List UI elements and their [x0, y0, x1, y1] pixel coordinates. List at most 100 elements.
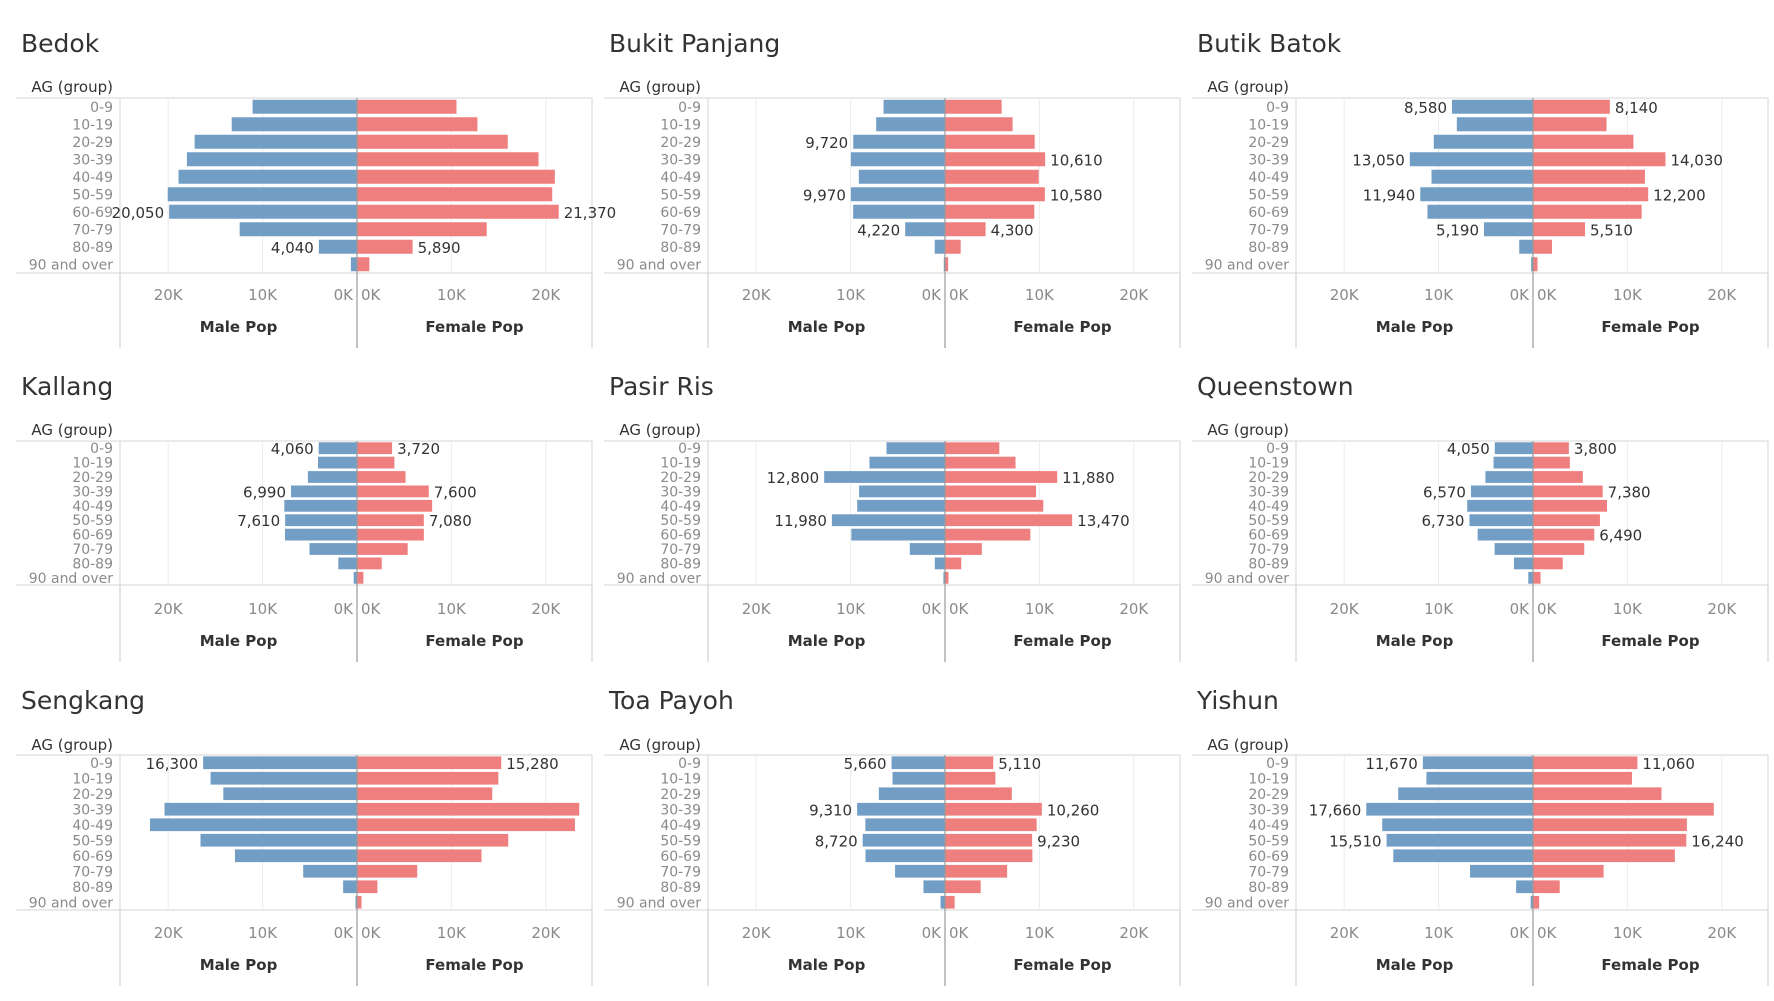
male-bar	[1393, 849, 1533, 863]
age-group-label: 20-29	[72, 470, 113, 486]
right-tick-label: 20K	[1119, 286, 1149, 304]
male-bar	[878, 787, 945, 801]
male-data-label: 5,190	[1436, 221, 1479, 239]
female-data-label: 9,230	[1037, 832, 1080, 850]
male-bar	[231, 117, 357, 132]
male-bar	[210, 771, 357, 785]
male-bar	[824, 471, 945, 483]
age-group-label: 20-29	[72, 135, 113, 151]
right-tick-label: 10K	[1025, 924, 1055, 942]
left-tick-label: 0K	[922, 924, 943, 942]
age-group-label: 40-49	[1248, 818, 1289, 834]
age-group-label: 40-49	[660, 170, 701, 186]
female-bar	[945, 169, 1039, 184]
age-group-label: 60-69	[1248, 205, 1289, 221]
female-bar	[357, 557, 382, 570]
age-group-label: 90 and over	[29, 257, 114, 273]
male-axis-title: Male Pop	[788, 632, 866, 650]
female-bar	[357, 187, 553, 202]
age-group-label: 10-19	[72, 771, 113, 787]
male-data-label: 12,800	[767, 469, 820, 487]
male-bar	[850, 187, 945, 202]
age-group-label: 0-9	[1266, 756, 1289, 772]
age-group-label: 0-9	[678, 100, 701, 116]
female-bar	[1533, 117, 1607, 132]
male-bar	[343, 880, 357, 894]
age-group-header: AG (group)	[31, 421, 113, 439]
female-axis-title: Female Pop	[1601, 956, 1699, 974]
male-axis-title: Male Pop	[1376, 956, 1454, 974]
female-axis-title: Female Pop	[425, 632, 523, 650]
male-bar	[178, 169, 357, 184]
right-tick-label: 0K	[949, 924, 970, 942]
age-group-label: 0-9	[1266, 100, 1289, 116]
right-tick-label: 10K	[1613, 600, 1643, 618]
left-tick-label: 0K	[922, 600, 943, 618]
age-group-label: 50-59	[1248, 833, 1289, 849]
left-tick-label: 10K	[836, 286, 866, 304]
male-bar	[865, 849, 945, 863]
female-bar	[945, 864, 1008, 878]
female-bar	[357, 528, 424, 541]
male-data-label: 11,670	[1365, 755, 1418, 773]
age-group-header: AG (group)	[1207, 736, 1289, 754]
panel-title: Bedok	[21, 29, 100, 58]
female-bar	[357, 833, 509, 847]
male-bar	[1513, 557, 1533, 570]
female-bar	[357, 239, 413, 254]
right-tick-label: 10K	[1025, 600, 1055, 618]
age-group-label: 80-89	[660, 880, 701, 896]
left-tick-label: 10K	[836, 924, 866, 942]
male-bar	[850, 152, 945, 167]
male-data-label: 11,980	[774, 512, 827, 530]
female-bar	[357, 849, 482, 863]
female-bar	[1533, 514, 1600, 527]
male-data-label: 8,720	[815, 832, 858, 850]
male-bar	[865, 818, 945, 832]
female-bar	[945, 134, 1035, 149]
male-bar	[886, 442, 945, 455]
age-group-label: 10-19	[660, 117, 701, 133]
female-bar	[945, 571, 949, 584]
age-group-label: 20-29	[660, 135, 701, 151]
female-bar	[1533, 818, 1687, 832]
left-tick-label: 10K	[248, 286, 278, 304]
female-bar	[357, 257, 370, 272]
plot-frame	[119, 97, 593, 274]
male-bar	[923, 880, 945, 894]
female-bar	[357, 514, 424, 527]
female-bar	[945, 485, 1037, 498]
right-tick-label: 20K	[1119, 924, 1149, 942]
age-group-label: 90 and over	[29, 895, 114, 911]
age-group-label: 90 and over	[1205, 895, 1290, 911]
male-bar	[857, 802, 945, 816]
panel-title: Kallang	[21, 372, 113, 401]
female-bar	[1533, 864, 1604, 878]
male-data-label: 17,660	[1309, 801, 1362, 819]
age-group-label: 50-59	[72, 187, 113, 203]
male-bar	[940, 895, 945, 909]
female-bar	[1533, 499, 1608, 512]
male-bar	[200, 833, 357, 847]
male-data-label: 11,940	[1363, 186, 1416, 204]
right-tick-label: 10K	[437, 924, 467, 942]
male-bar	[239, 222, 357, 237]
male-axis-title: Male Pop	[200, 318, 278, 336]
age-group-label: 70-79	[1248, 222, 1289, 238]
female-bar	[357, 771, 499, 785]
left-tick-label: 10K	[1424, 600, 1454, 618]
female-axis-title: Female Pop	[1013, 318, 1111, 336]
right-tick-label: 0K	[1537, 924, 1558, 942]
female-bar	[945, 802, 1042, 816]
male-bar	[338, 557, 357, 570]
right-tick-label: 10K	[1613, 924, 1643, 942]
left-tick-label: 20K	[742, 600, 772, 618]
female-bar	[1533, 471, 1583, 483]
plot-frame	[707, 754, 1181, 911]
female-bar	[1533, 849, 1675, 863]
age-group-label: 50-59	[1248, 513, 1289, 529]
age-group-label: 10-19	[72, 117, 113, 133]
left-tick-label: 10K	[836, 600, 866, 618]
age-group-label: 80-89	[72, 880, 113, 896]
left-tick-label: 0K	[922, 286, 943, 304]
